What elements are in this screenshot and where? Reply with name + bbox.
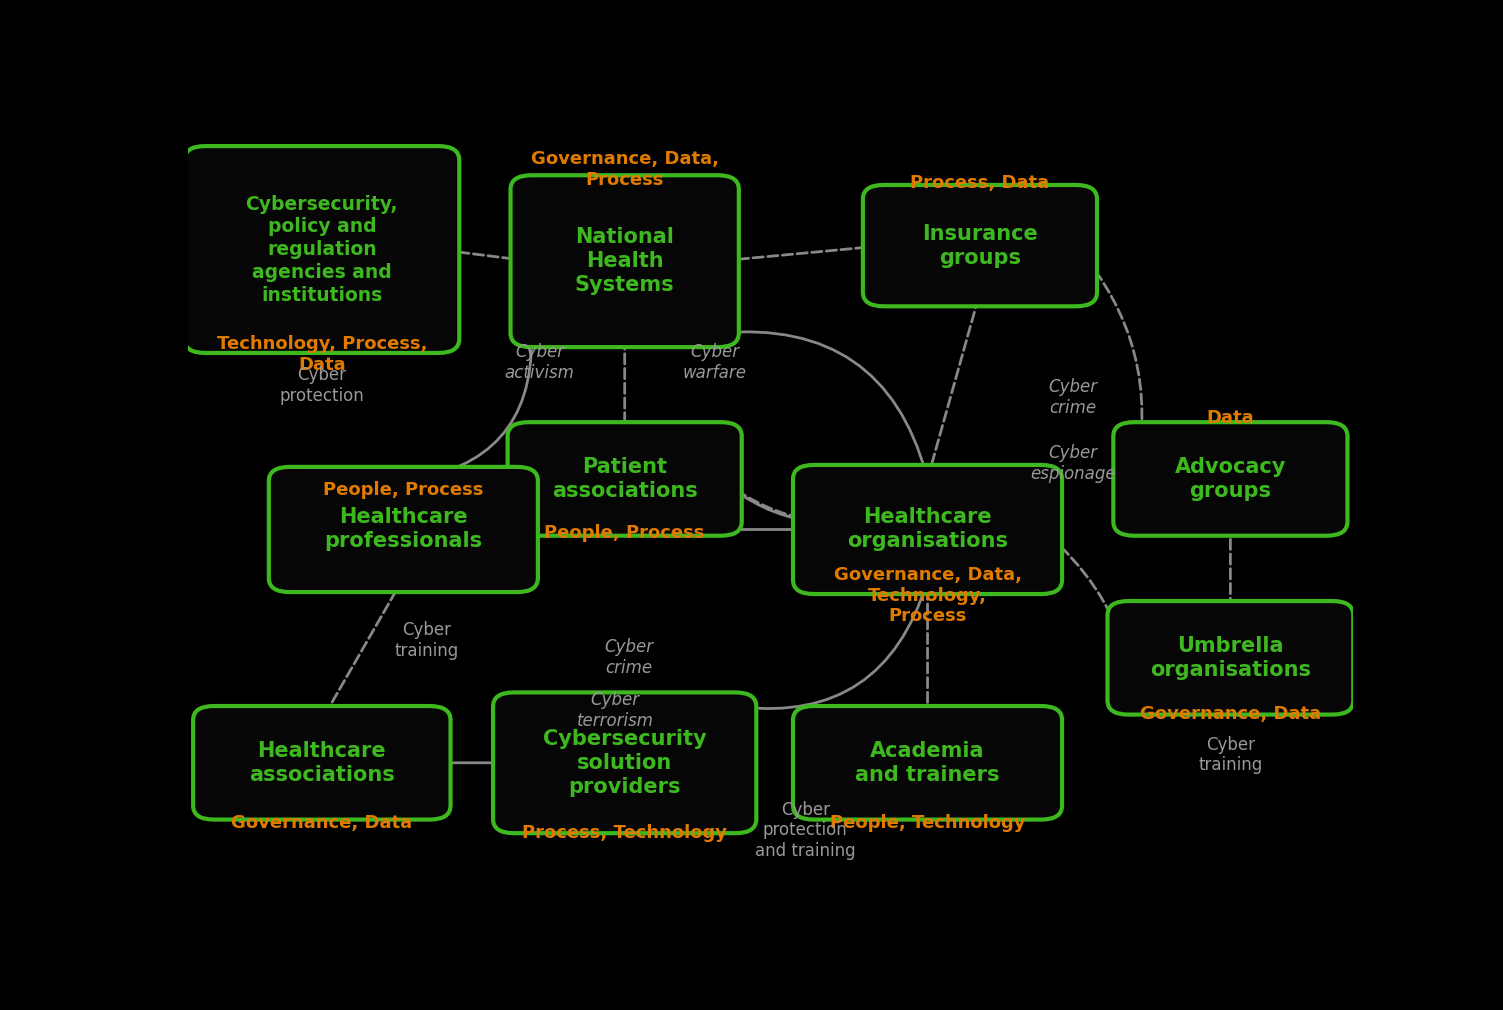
Text: People, Technology: People, Technology [830,814,1025,831]
FancyBboxPatch shape [508,422,742,535]
FancyBboxPatch shape [185,146,460,352]
Text: People, Process: People, Process [544,524,705,542]
Text: Insurance
groups: Insurance groups [921,223,1039,268]
FancyBboxPatch shape [863,185,1097,306]
Text: Umbrella
organisations: Umbrella organisations [1150,636,1311,680]
Text: Cyber
crime: Cyber crime [1049,378,1097,417]
Text: People, Process: People, Process [323,481,484,499]
Text: Healthcare
associations: Healthcare associations [249,740,395,785]
Text: Cybersecurity
solution
providers: Cybersecurity solution providers [543,729,706,797]
Text: Cyber
espionage: Cyber espionage [1031,444,1115,483]
Text: Cyber
crime: Cyber crime [604,638,654,678]
Text: Cyber
protection: Cyber protection [280,367,364,405]
FancyBboxPatch shape [794,465,1063,594]
Text: Cyber
activism: Cyber activism [505,342,574,382]
Text: Governance, Data: Governance, Data [231,814,412,831]
FancyBboxPatch shape [269,467,538,592]
Text: Healthcare
professionals: Healthcare professionals [325,507,482,551]
Text: Governance, Data: Governance, Data [1139,705,1321,723]
Text: Process, Technology: Process, Technology [522,824,727,841]
Text: Cyber
warfare: Cyber warfare [682,342,747,382]
Text: Patient
associations: Patient associations [552,457,697,501]
Text: Technology, Process,
Data: Technology, Process, Data [216,335,427,374]
Text: Cyber
training: Cyber training [395,621,458,661]
Text: Cyber
training: Cyber training [1198,735,1263,775]
Text: Data: Data [1207,409,1254,427]
Text: Governance, Data,
Process: Governance, Data, Process [531,150,718,189]
FancyBboxPatch shape [192,706,451,819]
FancyBboxPatch shape [493,693,756,833]
Text: Healthcare
organisations: Healthcare organisations [848,507,1009,551]
Text: National
Health
Systems: National Health Systems [574,227,675,295]
FancyBboxPatch shape [1108,601,1353,715]
FancyBboxPatch shape [511,176,739,347]
FancyBboxPatch shape [794,706,1063,819]
Text: Academia
and trainers: Academia and trainers [855,740,999,785]
Text: Cyber
terrorism: Cyber terrorism [577,691,654,730]
Text: Governance, Data,
Technology,
Process: Governance, Data, Technology, Process [834,566,1022,625]
Text: Cybersecurity,
policy and
regulation
agencies and
institutions: Cybersecurity, policy and regulation age… [245,195,398,305]
Text: Cyber
protection
and training: Cyber protection and training [755,801,855,861]
Text: Process, Data: Process, Data [911,175,1049,193]
Text: Advocacy
groups: Advocacy groups [1175,457,1287,501]
FancyBboxPatch shape [1114,422,1348,535]
